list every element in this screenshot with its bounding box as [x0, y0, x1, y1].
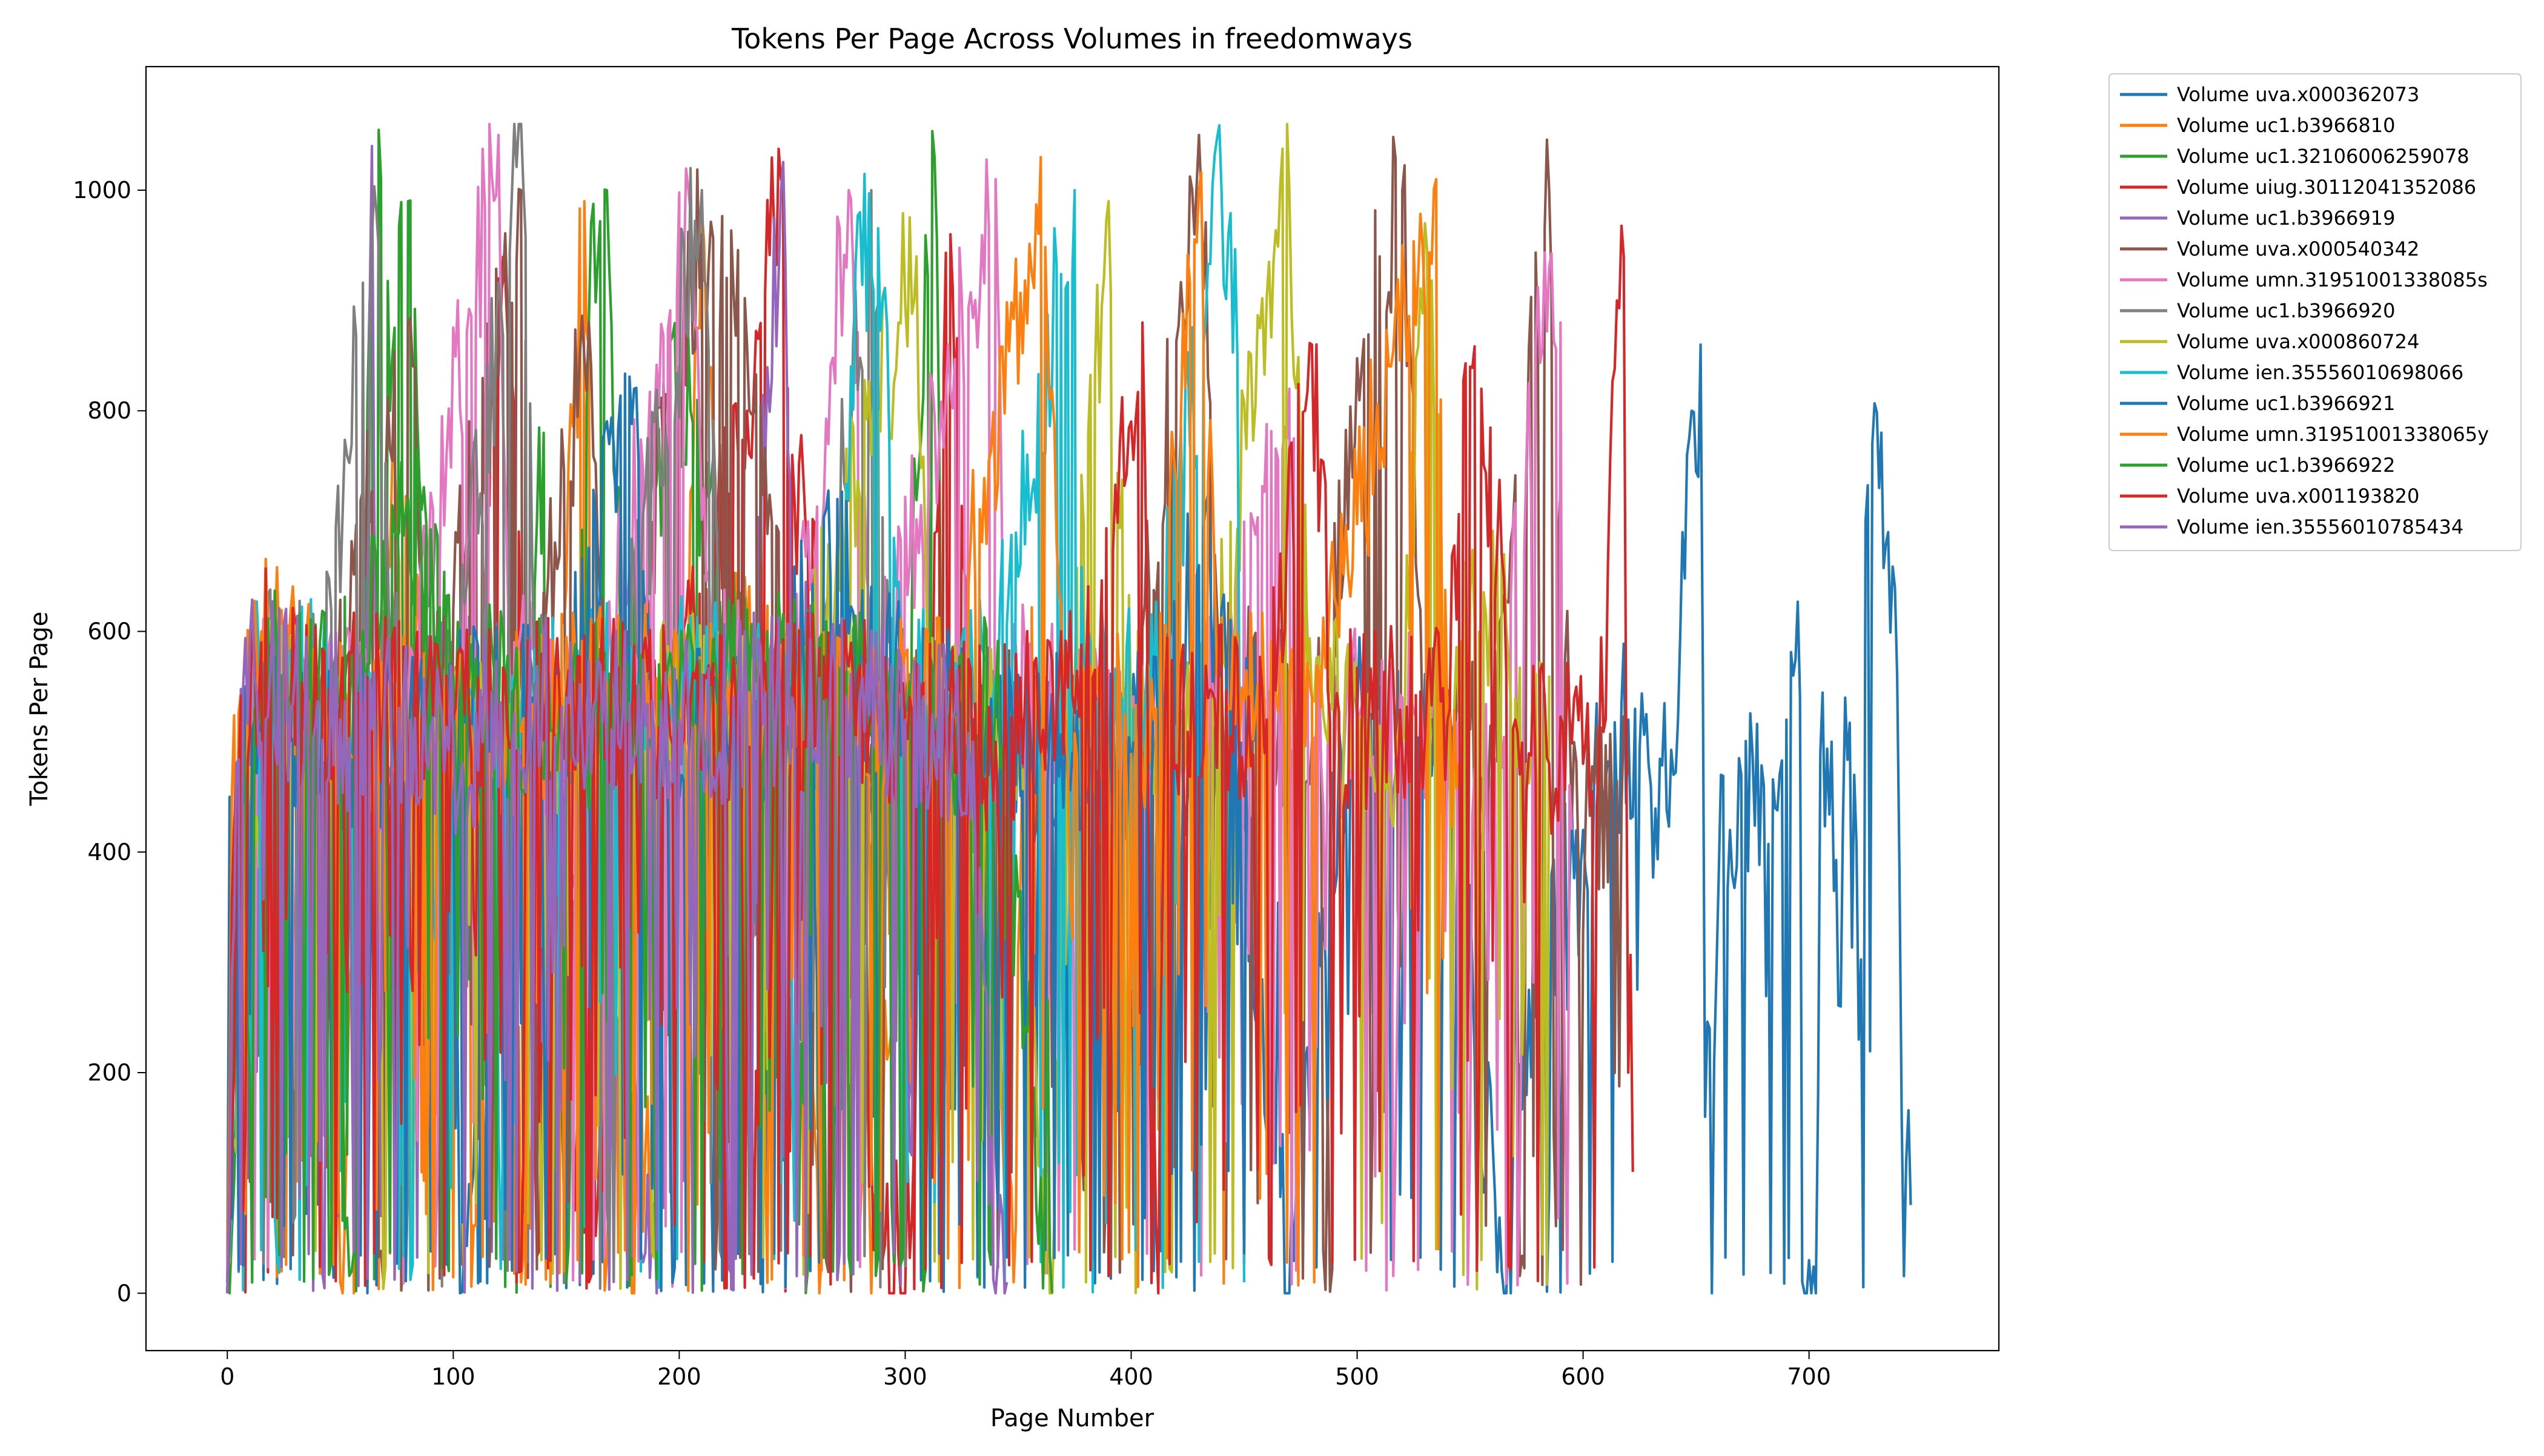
- x-tick-label: 500: [1335, 1363, 1379, 1390]
- x-tick-label: 600: [1561, 1363, 1605, 1390]
- x-tick-label: 700: [1787, 1363, 1831, 1390]
- y-tick-label: 600: [87, 618, 131, 645]
- legend-label: Volume ien.35556010785434: [2177, 515, 2463, 538]
- legend-label: Volume uc1.b3966921: [2177, 392, 2395, 415]
- series-line: [226, 224, 1634, 1295]
- legend-box: [2108, 73, 2522, 551]
- y-tick-label: 200: [87, 1059, 131, 1086]
- legend-label: Volume uc1.b3966922: [2177, 454, 2395, 477]
- plot-frame: [145, 65, 2000, 1352]
- legend-label: Volume umn.31951001338065y: [2177, 423, 2489, 446]
- y-tick-label: 1000: [73, 177, 131, 204]
- legend-label: Volume uva.x000860724: [2177, 330, 2419, 353]
- plot-lines: [226, 122, 1912, 1295]
- legend-label: Volume uc1.b3966920: [2177, 299, 2395, 322]
- y-tick-label: 800: [87, 397, 131, 424]
- legend-label: Volume uc1.b3966919: [2177, 207, 2395, 230]
- y-tick-label: 400: [87, 839, 131, 865]
- x-tick-label: 300: [883, 1363, 927, 1390]
- legend-label: Volume uva.x001193820: [2177, 485, 2419, 508]
- x-tick-label: 0: [220, 1363, 234, 1390]
- series-line: [226, 122, 975, 1294]
- y-axis-ticks: 0 200 400 600 800 1000: [73, 177, 146, 1306]
- x-tick-label: 100: [431, 1363, 475, 1390]
- y-tick-label: 0: [117, 1280, 131, 1306]
- legend: Volume uva.x000362073 Volume uc1.b3966810…: [2108, 73, 2522, 551]
- x-tick-label: 400: [1109, 1363, 1153, 1390]
- legend-label: Volume ien.35556010698066: [2177, 361, 2463, 384]
- chart-title: Tokens Per Page Across Volumes in freedo…: [731, 22, 1413, 55]
- legend-label: Volume uiug.30112041352086: [2177, 176, 2476, 199]
- x-axis-label: Page Number: [990, 1405, 1154, 1432]
- legend-label: Volume umn.31951001338085s: [2177, 268, 2488, 291]
- y-axis-label: Tokens Per Page: [25, 612, 53, 807]
- legend-label: Volume uc1.32106006259078: [2177, 145, 2469, 168]
- legend-label: Volume uva.x000540342: [2177, 237, 2419, 260]
- legend-label: Volume uva.x000362073: [2177, 83, 2419, 106]
- x-axis-ticks: 0 100 200 300 400 500 600 700: [220, 1351, 1831, 1390]
- series-line: [226, 598, 1009, 1295]
- legend-label: Volume uc1.b3966810: [2177, 114, 2395, 137]
- x-tick-label: 200: [657, 1363, 701, 1390]
